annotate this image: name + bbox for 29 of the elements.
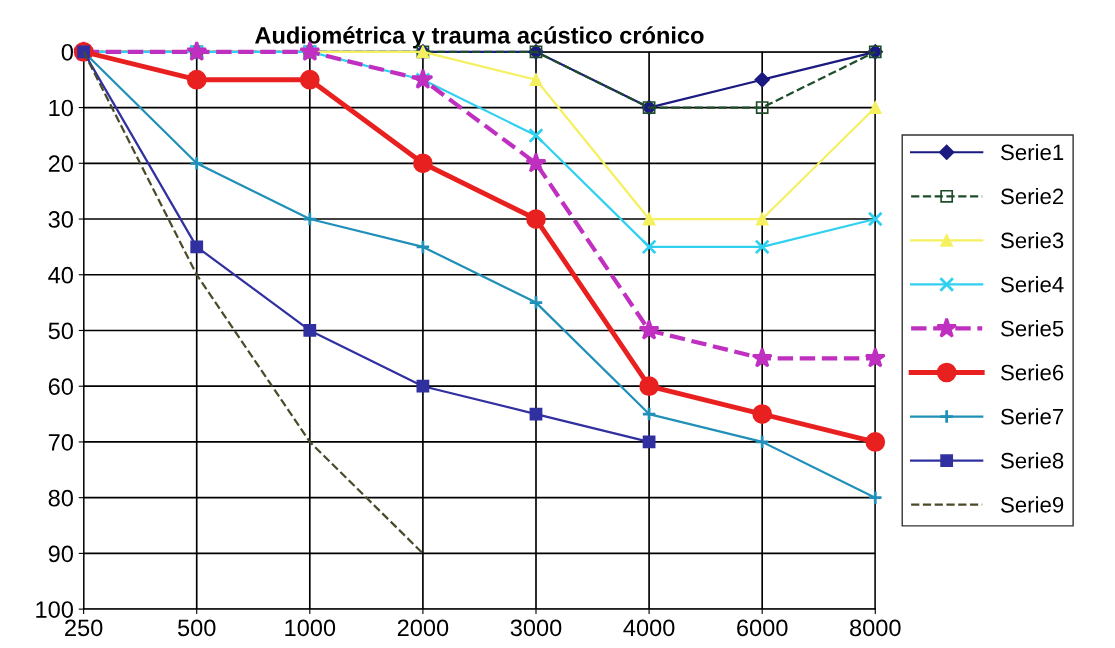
y-tick-label: 50 — [48, 322, 73, 340]
y-tick-label: 0 — [61, 43, 73, 61]
legend-label: Serie8 — [1001, 452, 1064, 469]
y-tick-label: 80 — [48, 489, 73, 507]
legend-label: Serie3 — [1001, 232, 1064, 249]
x-tick-label: 1000 — [285, 619, 336, 637]
y-tick-label: 60 — [48, 378, 73, 395]
x-tick-label: 3000 — [510, 619, 562, 637]
y-tick-label: 30 — [48, 211, 73, 228]
y-tick-label: 20 — [48, 155, 73, 173]
y-tick-label: 40 — [48, 266, 73, 284]
legend-label: Serie9 — [1001, 496, 1064, 513]
x-tick-label: 500 — [177, 619, 216, 637]
x-tick-label: 8000 — [850, 619, 901, 637]
chart-title: Audiométrica y trauma acústico crónico — [255, 26, 704, 49]
y-tick-label: 100 — [36, 601, 73, 618]
y-tick-label: 90 — [48, 545, 73, 563]
y-tick-label: 70 — [48, 434, 73, 451]
legend-label: Serie5 — [1001, 320, 1064, 337]
legend-label: Serie6 — [1001, 364, 1064, 381]
x-tick-label: 250 — [65, 619, 103, 637]
legend-label: Serie2 — [1001, 187, 1064, 205]
legend-label: Serie4 — [1001, 276, 1064, 293]
x-tick-label: 2000 — [397, 619, 449, 637]
x-tick-label: 6000 — [737, 619, 788, 637]
y-tick-label: 10 — [49, 99, 73, 117]
legend-label: Serie7 — [1001, 408, 1064, 425]
legend-label: Serie1 — [1001, 143, 1064, 161]
x-tick-label: 4000 — [623, 619, 675, 637]
